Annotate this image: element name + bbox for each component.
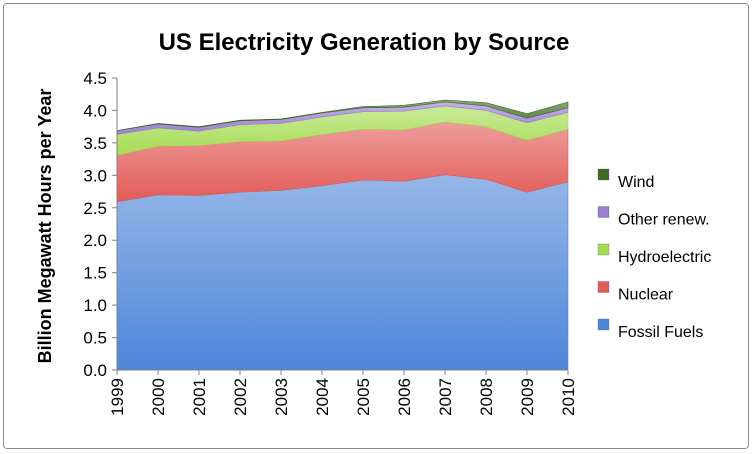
legend-swatch-fossil-fuels (597, 318, 610, 331)
y-tick-label: 4.5 (83, 69, 107, 88)
y-tick-label: 2.5 (83, 199, 107, 218)
legend-swatch-other-renew (597, 206, 610, 218)
y-axis-label: Billion Megawatt Hours per Year (35, 89, 55, 364)
area-fossil-fuels (116, 174, 569, 371)
legend: Wind Other renew. Hydroelectric Nuclear Foss… (597, 168, 711, 341)
x-tick-label: 2003 (272, 378, 291, 416)
legend-label-wind: Wind (618, 174, 654, 191)
x-tick-label: 2007 (436, 378, 455, 416)
x-tick-label: 2010 (559, 378, 578, 416)
area-series-group (116, 99, 569, 371)
y-tick-label: 2.0 (83, 231, 107, 250)
x-tick-label: 2001 (190, 378, 209, 416)
y-tick-label: 0.0 (83, 361, 107, 380)
x-tick-label: 2005 (354, 378, 373, 416)
x-tick-label: 2006 (395, 378, 414, 416)
y-tick-label: 3.5 (83, 134, 107, 153)
x-tick-label: 2002 (231, 378, 250, 416)
axes-group: 0.0 0.5 1.0 1.5 2.0 2.5 3.0 3.5 4.0 4.5 1999 2000 20… (83, 69, 578, 416)
y-tick-label: 0.5 (83, 329, 107, 348)
legend-label-hydroelectric: Hydroelectric (618, 249, 711, 266)
legend-swatch-nuclear (597, 281, 610, 293)
legend-label-nuclear: Nuclear (618, 287, 674, 304)
chart-title: US Electricity Generation by Source (159, 29, 570, 56)
x-tick-label: 2009 (518, 378, 537, 416)
x-tick-label: 2004 (313, 378, 332, 416)
x-tick-label: 2008 (477, 378, 496, 416)
x-tick-label: 2000 (149, 378, 168, 416)
legend-label-other-renew: Other renew. (618, 212, 710, 229)
y-tick-label: 1.5 (83, 264, 107, 283)
legend-swatch-wind (597, 168, 610, 181)
y-tick-label: 3.0 (83, 166, 107, 185)
legend-label-fossil-fuels: Fossil Fuels (618, 324, 703, 341)
x-tick-label: 1999 (108, 378, 127, 416)
y-tick-label: 1.0 (83, 296, 107, 315)
area-wind (116, 99, 569, 131)
y-tick-label: 4.0 (83, 101, 107, 120)
legend-swatch-hydroelectric (597, 243, 610, 256)
